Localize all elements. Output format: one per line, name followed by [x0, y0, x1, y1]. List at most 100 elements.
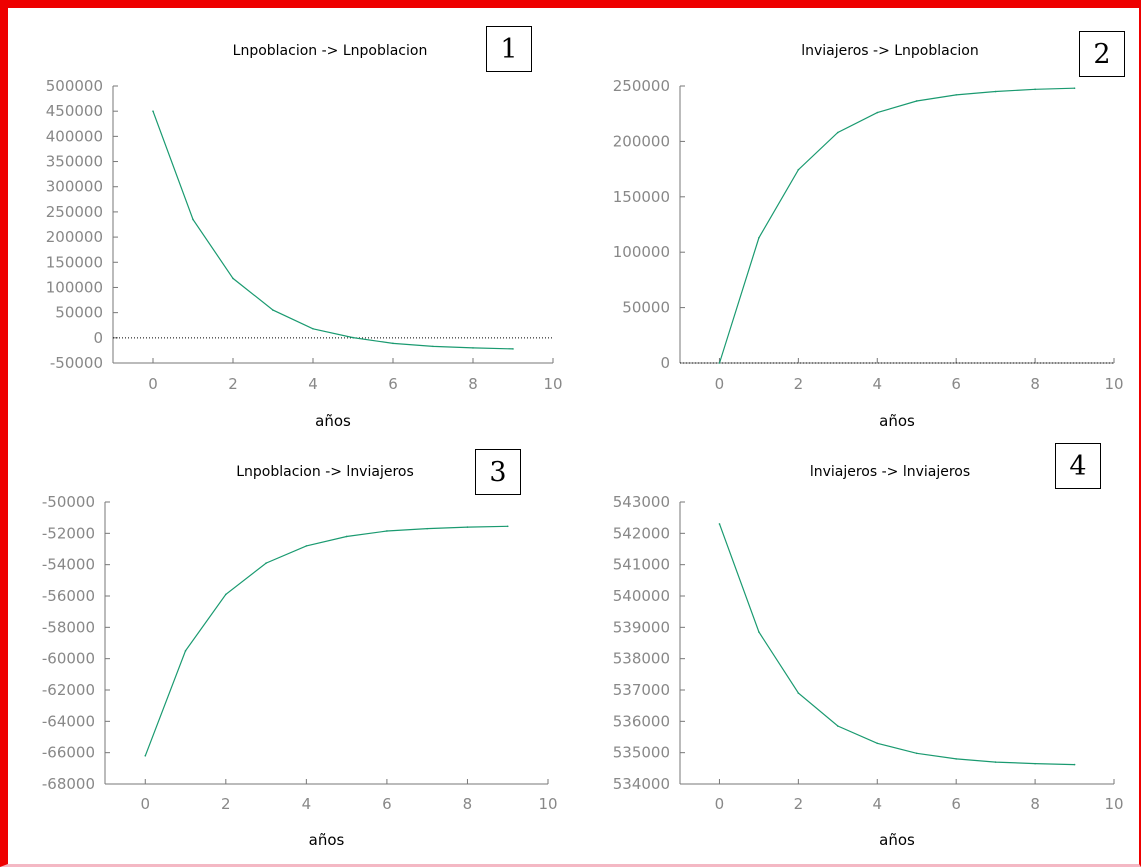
data-point-2-7	[994, 90, 997, 93]
data-point-2-2	[797, 168, 800, 171]
chart-panel-1: Lnpoblacion -> Lnpoblacion -50000 0 50000 10…	[46, 43, 563, 430]
data-point-1-3	[272, 309, 274, 311]
y-tick-label-1-7: 300000	[46, 178, 103, 196]
y-tick-label-3-2: -64000	[42, 712, 95, 730]
data-point-3-0	[144, 755, 147, 757]
x-tick-label-3-3: 6	[382, 795, 392, 813]
data-point-1-6	[392, 342, 394, 345]
data-point-1-5	[352, 336, 354, 339]
x-tick-label-4-1: 2	[794, 795, 804, 813]
data-point-4-7	[994, 761, 997, 763]
x-tick-label-4-3: 6	[951, 795, 961, 813]
y-tick-label-3-0: -68000	[42, 775, 95, 793]
y-tick-label-1-5: 200000	[46, 228, 103, 246]
chart-panel-4: lnviajeros -> lnviajeros 534000 535000 5360…	[613, 464, 1124, 849]
chart-panel-2: lnviajeros -> Lnpoblacion 0 50000 100000 150…	[613, 43, 1124, 430]
y-tick-label-3-9: -50000	[42, 493, 95, 511]
data-point-4-1	[758, 631, 760, 633]
data-point-4-2	[797, 692, 800, 694]
chart-panel-3: Lnpoblacion -> lnviajeros -68000 -66000 -64…	[42, 464, 558, 849]
x-tick-label-1-0: 0	[148, 375, 158, 393]
y-tick-label-1-11: 500000	[46, 77, 103, 95]
y-tick-label-4-7: 541000	[613, 556, 670, 574]
series-line-1	[152, 110, 514, 350]
x-tick-label-2-0: 0	[715, 375, 725, 393]
y-tick-label-4-9: 543000	[613, 493, 670, 511]
x-tick-label-4-5: 10	[1104, 795, 1123, 813]
data-point-4-3	[837, 725, 839, 727]
data-point-3-2	[225, 593, 227, 596]
x-tick-label-4-0: 0	[715, 795, 725, 813]
data-point-3-4	[305, 545, 308, 547]
y-tick-label-4-8: 542000	[613, 524, 670, 542]
data-point-3-6	[386, 530, 388, 532]
y-tick-label-1-10: 450000	[46, 102, 103, 120]
y-tick-label-1-1: 0	[93, 329, 103, 347]
y-tick-label-1-0: -50000	[50, 354, 103, 372]
data-point-1-7	[432, 345, 434, 348]
y-tick-label-1-2: 50000	[55, 304, 103, 322]
data-point-2-9	[1073, 87, 1076, 90]
data-point-4-6	[955, 758, 957, 760]
x-tick-label-1-4: 8	[468, 375, 478, 393]
data-point-1-4	[312, 327, 314, 330]
x-axis-label-2: años	[879, 412, 915, 430]
data-point-3-5	[345, 535, 348, 538]
data-point-2-5	[915, 100, 918, 102]
panel-number-2: 2	[1079, 31, 1125, 77]
y-tick-label-2-0: 0	[660, 354, 670, 372]
y-tick-label-3-4: -60000	[42, 650, 95, 668]
x-tick-label-3-2: 4	[302, 795, 312, 813]
data-point-4-8	[1034, 762, 1036, 765]
series-line-2	[718, 87, 1075, 364]
x-tick-label-1-2: 4	[308, 375, 318, 393]
y-tick-label-3-3: -62000	[42, 681, 95, 699]
chart-title-2: lnviajeros -> Lnpoblacion	[801, 43, 979, 59]
y-tick-label-4-5: 539000	[613, 618, 670, 636]
x-tick-label-4-2: 4	[872, 795, 882, 813]
data-point-3-8	[466, 526, 469, 528]
y-tick-label-3-7: -54000	[42, 556, 95, 574]
series-line-4	[718, 523, 1075, 766]
x-tick-label-3-0: 0	[140, 795, 150, 813]
y-tick-label-4-6: 540000	[613, 587, 670, 605]
x-axis-label-4: años	[879, 831, 915, 849]
x-axis-label-3: años	[309, 831, 345, 849]
data-point-4-0	[718, 523, 721, 525]
x-tick-label-4-4: 8	[1030, 795, 1040, 813]
y-tick-label-3-5: -58000	[42, 618, 95, 636]
chart-title-3: Lnpoblacion -> lnviajeros	[236, 464, 414, 480]
data-point-1-0	[152, 110, 154, 112]
data-point-2-8	[1034, 88, 1036, 91]
x-tick-label-2-5: 10	[1104, 375, 1123, 393]
data-point-1-2	[232, 277, 234, 280]
y-tick-label-4-0: 534000	[613, 775, 670, 793]
x-tick-label-1-3: 6	[388, 375, 398, 393]
y-tick-label-1-9: 400000	[46, 127, 103, 145]
data-point-1-8	[472, 347, 474, 349]
x-tick-label-3-5: 10	[538, 795, 557, 813]
data-point-3-1	[184, 650, 187, 652]
x-tick-label-2-2: 4	[872, 375, 882, 393]
x-tick-label-1-1: 2	[228, 375, 238, 393]
y-tick-label-4-4: 538000	[613, 650, 670, 668]
data-point-2-3	[837, 131, 839, 134]
y-tick-label-2-2: 100000	[613, 243, 670, 261]
chart-title-4: lnviajeros -> lnviajeros	[810, 464, 970, 480]
x-tick-label-3-4: 8	[463, 795, 473, 813]
chart-title-1: Lnpoblacion -> Lnpoblacion	[233, 43, 428, 59]
y-tick-label-2-1: 50000	[622, 299, 670, 317]
y-tick-label-1-3: 100000	[46, 278, 103, 296]
panel-number-4: 4	[1055, 443, 1101, 489]
y-tick-label-2-4: 200000	[613, 132, 670, 150]
y-tick-label-3-6: -56000	[42, 587, 95, 605]
data-point-1-9	[512, 348, 514, 350]
y-tick-label-1-8: 350000	[46, 153, 103, 171]
data-point-3-9	[506, 525, 509, 528]
data-point-4-5	[915, 752, 918, 755]
y-tick-label-2-3: 150000	[613, 188, 670, 206]
data-point-2-1	[758, 236, 760, 239]
data-point-2-6	[955, 94, 957, 96]
